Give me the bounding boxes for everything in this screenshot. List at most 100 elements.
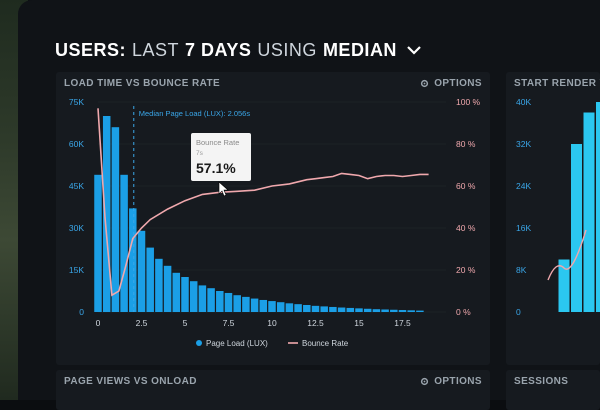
- x-tick-label: 10: [267, 318, 277, 328]
- page-load-bar[interactable]: [207, 288, 215, 312]
- dashboard-title[interactable]: USERS: LAST 7 DAYS USING MEDIAN: [55, 38, 421, 62]
- load-time-panel-title: LOAD TIME VS BOUNCE RATE: [64, 78, 221, 89]
- tooltip-label: Bounce Rate: [196, 138, 239, 147]
- legend-label-bounce-rate[interactable]: Bounce Rate: [302, 339, 349, 348]
- page-load-bar[interactable]: [102, 116, 111, 312]
- page-load-bar[interactable]: [146, 247, 154, 312]
- page-load-bar[interactable]: [416, 310, 424, 312]
- page-load-bar[interactable]: [198, 285, 207, 312]
- page-views-options-button[interactable]: OPTIONS: [420, 376, 482, 387]
- page-load-bar[interactable]: [233, 295, 241, 312]
- page-load-bar[interactable]: [181, 277, 189, 312]
- y-right-tick-label: 0 %: [456, 307, 471, 317]
- page-load-bar[interactable]: [407, 310, 415, 312]
- page-load-bar[interactable]: [111, 127, 120, 312]
- bounce-rate-line: [97, 108, 429, 297]
- bounce-rate-tooltip: Bounce Rate 7s 57.1%: [191, 133, 251, 197]
- page-load-bar[interactable]: [381, 309, 389, 312]
- page-load-bar[interactable]: [294, 304, 302, 312]
- mouse-cursor-icon: [218, 181, 229, 197]
- start-render-bar[interactable]: [583, 112, 595, 313]
- page-load-bar[interactable]: [250, 298, 259, 312]
- page-load-bar[interactable]: [285, 303, 294, 312]
- x-tick-label: 12.5: [307, 318, 324, 328]
- load-time-options-button[interactable]: OPTIONS: [420, 78, 482, 89]
- right-y-tick-label: 0: [516, 307, 521, 317]
- page-views-panel-title: PAGE VIEWS VS ONLOAD: [64, 376, 197, 387]
- y-left-tick-label: 60K: [69, 139, 84, 149]
- title-last: LAST: [132, 39, 180, 60]
- x-tick-label: 5: [183, 318, 188, 328]
- y-right-tick-label: 80 %: [456, 139, 476, 149]
- y-right-tick-label: 40 %: [456, 223, 476, 233]
- page-load-bar[interactable]: [242, 296, 250, 312]
- y-left-tick-label: 45K: [69, 181, 84, 191]
- right-y-tick-label: 40K: [516, 97, 531, 107]
- page-load-bar[interactable]: [337, 307, 346, 312]
- page-load-bar[interactable]: [276, 302, 285, 312]
- page-load-bar[interactable]: [320, 306, 328, 312]
- gear-icon: [421, 377, 429, 386]
- y-left-tick-label: 15K: [69, 265, 84, 275]
- page-load-bar[interactable]: [268, 301, 276, 312]
- right-y-tick-label: 8K: [516, 265, 527, 275]
- x-tick-label: 0: [96, 318, 101, 328]
- tooltip-sub: 7s: [196, 150, 204, 157]
- x-tick-label: 17.5: [394, 318, 411, 328]
- right-y-tick-label: 16K: [516, 223, 531, 233]
- tooltip-box: [191, 133, 251, 181]
- page-views-panel: PAGE VIEWS VS ONLOAD OPTIONS: [56, 370, 490, 410]
- gear-icon: [421, 79, 429, 88]
- page-load-bar[interactable]: [189, 281, 198, 312]
- title-users: USERS:: [55, 39, 127, 60]
- load-time-panel: LOAD TIME VS BOUNCE RATE OPTIONS: [56, 72, 490, 365]
- page-load-bar[interactable]: [355, 308, 363, 312]
- options-label: OPTIONS: [434, 376, 482, 387]
- start-render-chart: 0 8K 16K 24K 32K 40K: [516, 97, 600, 317]
- title-using: USING: [257, 39, 317, 60]
- page-load-bar[interactable]: [372, 309, 381, 312]
- page-load-bar[interactable]: [329, 306, 337, 312]
- legend-label-page-load[interactable]: Page Load (LUX): [206, 339, 268, 348]
- page-load-bar[interactable]: [129, 208, 137, 312]
- page-load-bar[interactable]: [390, 309, 398, 312]
- start-render-bar[interactable]: [558, 259, 570, 313]
- page-load-bar[interactable]: [163, 265, 172, 312]
- y-left-tick-label: 30K: [69, 223, 84, 233]
- page-load-bar[interactable]: [303, 305, 311, 312]
- page-load-bar[interactable]: [172, 272, 181, 312]
- x-tick-label: 7.5: [223, 318, 235, 328]
- start-render-bar[interactable]: [571, 144, 582, 312]
- page-load-bar[interactable]: [137, 230, 146, 312]
- page-load-bar[interactable]: [155, 258, 163, 312]
- page-load-bar[interactable]: [398, 310, 407, 312]
- legend-marker-page-load: [196, 340, 202, 346]
- page-load-bar[interactable]: [224, 292, 233, 312]
- y-right-tick-label: 100 %: [456, 97, 481, 107]
- page-load-bar[interactable]: [216, 291, 224, 312]
- page-load-bar[interactable]: [311, 305, 320, 312]
- start-render-bar[interactable]: [596, 102, 600, 312]
- options-label: OPTIONS: [434, 78, 482, 89]
- title-days: 7 DAYS: [185, 39, 252, 60]
- chart-legend: Page Load (LUX) Bounce Rate: [196, 339, 349, 348]
- title-median: MEDIAN: [322, 39, 397, 60]
- x-tick-label: 15: [354, 318, 364, 328]
- load-time-chart: Median Page Load (LUX): 2.056s 0 15K 30K 45…: [69, 97, 481, 348]
- y-right-tick-label: 20 %: [456, 265, 476, 275]
- page-load-bar[interactable]: [259, 299, 268, 312]
- sessions-panel: SESSIONS: [506, 370, 600, 410]
- chevron-down-icon[interactable]: [407, 45, 421, 55]
- right-y-tick-label: 24K: [516, 181, 531, 191]
- page-load-bar[interactable]: [363, 308, 372, 312]
- x-tick-label: 2.5: [136, 318, 148, 328]
- start-render-line: [547, 229, 587, 281]
- page-load-bar[interactable]: [120, 174, 128, 312]
- median-marker-label: Median Page Load (LUX): 2.056s: [139, 109, 251, 118]
- right-y-tick-label: 32K: [516, 139, 531, 149]
- y-left-tick-label: 0: [79, 307, 84, 317]
- tooltip-value: 57.1%: [196, 160, 236, 176]
- y-left-tick-label: 75K: [69, 97, 84, 107]
- page-load-bar[interactable]: [346, 307, 355, 312]
- page-load-bar[interactable]: [94, 174, 102, 312]
